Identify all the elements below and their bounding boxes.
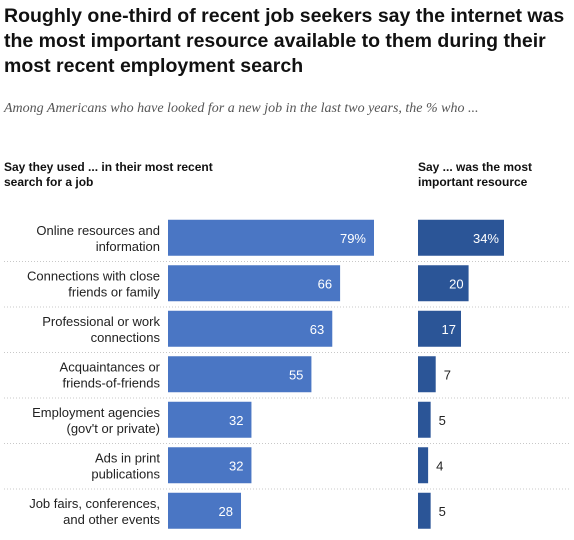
right-header-line-2: important resource — [418, 175, 528, 189]
used-bar — [168, 401, 252, 438]
category-label-line: Professional or work — [42, 314, 160, 329]
left-header-line-1: Say they used ... in their most recent — [4, 160, 213, 174]
category-label-line: and other events — [63, 512, 160, 527]
important-value-label: 7 — [444, 367, 451, 382]
category-label-line: friends-of-friends — [62, 375, 160, 390]
category-label: Professional or work connections — [42, 314, 160, 345]
important-bar — [418, 265, 469, 302]
right-column-header: Say ... was the most important resource — [418, 160, 568, 190]
category-label-line: connections — [91, 330, 161, 345]
left-header-line-2: search for a job — [4, 175, 94, 189]
used-bar — [168, 492, 242, 529]
category-label-line: publications — [91, 466, 160, 481]
used-value-label: 63 — [310, 322, 324, 337]
used-value-label: 79% — [340, 231, 366, 246]
chart-subtitle: Among Americans who have looked for a ne… — [4, 101, 479, 116]
category-label: Ads in print publications — [91, 450, 160, 481]
important-value-label: 34% — [473, 231, 499, 246]
category-label-line: friends or family — [68, 284, 160, 299]
used-bar — [168, 219, 374, 256]
important-value-label: 5 — [439, 504, 446, 519]
category-label: Connections with close friends or family — [27, 268, 160, 299]
category-label-line: Employment agencies — [32, 405, 160, 420]
category-label: Job fairs, conferences, and other events — [29, 496, 160, 527]
used-bar — [168, 447, 252, 484]
category-label-line: Connections with close — [27, 268, 160, 283]
category-label-line: Ads in print — [95, 450, 160, 465]
used-value-label: 28 — [219, 504, 233, 519]
important-value-label: 20 — [449, 276, 463, 291]
used-value-label: 66 — [318, 276, 332, 291]
right-header-line-1: Say ... was the most — [418, 160, 533, 174]
important-bar — [418, 401, 431, 438]
used-bar — [168, 265, 341, 302]
important-bar — [418, 219, 504, 256]
important-bar — [418, 310, 461, 347]
important-value-label: 5 — [439, 413, 446, 428]
category-label-line: Online resources and — [36, 223, 160, 238]
important-value-label: 4 — [436, 458, 443, 473]
category-label-line: information — [96, 239, 160, 254]
important-value-label: 17 — [442, 322, 456, 337]
category-label: Employment agencies (gov't or private) — [32, 405, 160, 436]
important-bar — [418, 356, 436, 393]
category-label-line: Acquaintances or — [60, 359, 161, 374]
used-value-label: 32 — [229, 413, 243, 428]
important-bar — [418, 492, 431, 529]
left-column-header: Say they used ... in their most recent s… — [4, 160, 304, 190]
used-value-label: 55 — [289, 367, 303, 382]
important-bar — [418, 447, 429, 484]
category-label: Acquaintances or friends-of-friends — [60, 359, 161, 390]
used-bar — [168, 310, 333, 347]
category-label-line: Job fairs, conferences, — [29, 496, 160, 511]
used-bar — [168, 356, 312, 393]
category-label: Online resources and information — [36, 223, 160, 254]
category-label-line: (gov't or private) — [66, 421, 160, 436]
used-value-label: 32 — [229, 458, 243, 473]
chart-title: Roughly one-third of recent job seekers … — [4, 5, 565, 77]
